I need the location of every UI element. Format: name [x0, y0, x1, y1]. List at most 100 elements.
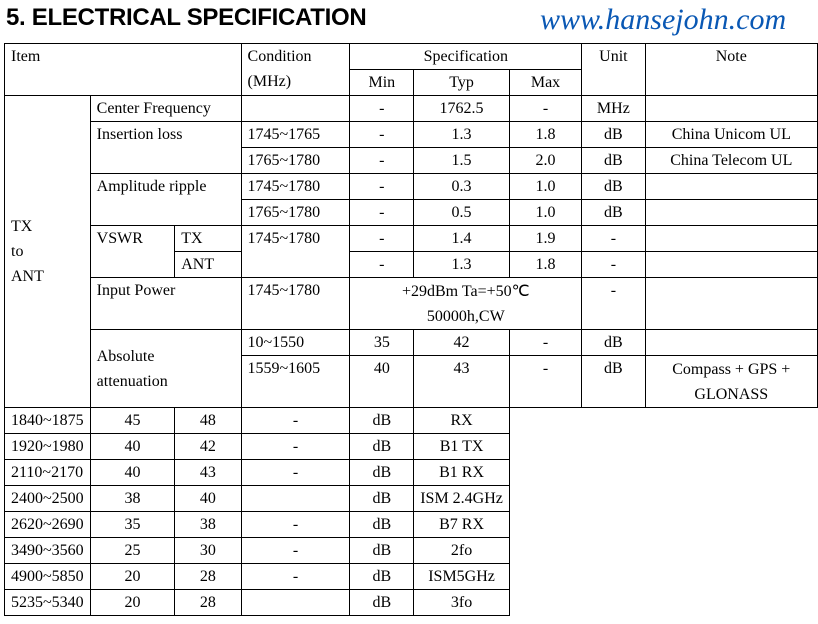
- header-condition-line1: Condition: [247, 48, 312, 65]
- condition-cell: 2620~2690: [4, 511, 91, 538]
- typ-cell: 1762.5: [413, 95, 510, 122]
- note-cell: [644, 225, 818, 252]
- note-cell: 2fo: [413, 537, 510, 564]
- note-cell: Compass + GPS + GLONASS: [644, 355, 818, 408]
- unit-cell: dB: [349, 459, 415, 486]
- table-row: 1840~1875 45 48- dB RX: [4, 407, 818, 434]
- table-row: 3490~3560 25 30- dB 2fo: [4, 537, 818, 564]
- min-cell: 40: [349, 355, 415, 408]
- spec-line: +29dBm Ta=+50℃: [401, 282, 530, 300]
- typ-cell: 0.3: [413, 173, 510, 200]
- min-cell: 40: [89, 459, 176, 486]
- table-row: 1765~1780 - 0.5 1.0 dB: [5, 199, 818, 226]
- condition-cell: 4900~5850: [4, 563, 91, 590]
- condition-cell: 1765~1780: [240, 199, 351, 226]
- min-cell: -: [349, 95, 415, 122]
- note-cell: China Telecom UL: [644, 147, 818, 174]
- note-cell: 3fo: [413, 589, 510, 616]
- min-cell: -: [349, 225, 415, 252]
- max-cell: -: [240, 511, 351, 538]
- max-cell: 2.0: [508, 147, 583, 174]
- item-label: Insertion loss: [89, 121, 242, 174]
- typ-cell: 42: [413, 329, 510, 356]
- unit-cell: dB: [349, 511, 415, 538]
- max-cell: 1.9: [508, 225, 583, 252]
- port-label: TX: [174, 225, 242, 252]
- typ-cell: 38: [174, 511, 242, 538]
- group-label: TX to ANT: [4, 95, 91, 408]
- note-cell: China Unicom UL: [644, 121, 818, 148]
- spec-line: 50000h,CW: [426, 307, 505, 325]
- typ-cell: 1.3: [413, 251, 510, 278]
- note-cell: [644, 277, 818, 330]
- item-label-line: attenuation: [96, 372, 168, 390]
- max-cell: -: [508, 329, 583, 356]
- max-cell: 1.8: [508, 121, 583, 148]
- table-row: 1559~1605 40 43 - dB Compass + GPS + GLON…: [5, 355, 818, 408]
- max-cell: -: [240, 563, 351, 590]
- unit-cell: dB: [581, 173, 646, 200]
- watermark: www.hansejohn.com: [540, 3, 787, 36]
- table-row: 2400~2500 38 40 dB ISM 2.4GHz: [4, 485, 818, 512]
- max-cell: [240, 485, 351, 512]
- condition-cell: 1745~1780: [240, 225, 351, 278]
- header-row: Min Typ Max: [5, 69, 818, 96]
- typ-cell: 1.5: [413, 147, 510, 174]
- group-label-line: TX: [11, 218, 33, 235]
- header-item: Item: [4, 43, 242, 96]
- table-row: 1765~1780 - 1.5 2.0 dB China Telecom UL: [5, 147, 818, 174]
- table-row: Absolute attenuation 10~1550 35 42 - dB: [5, 329, 818, 408]
- condition-cell: 1840~1875: [4, 407, 91, 434]
- min-cell: 35: [349, 329, 415, 356]
- max-cell: -: [240, 433, 351, 460]
- note-cell: B1 TX: [413, 433, 510, 460]
- item-label: Center Frequency: [89, 95, 242, 122]
- min-cell: 40: [89, 433, 176, 460]
- condition-cell: 1920~1980: [4, 433, 91, 460]
- condition-cell: 5235~5340: [4, 589, 91, 616]
- unit-cell: dB: [581, 199, 646, 226]
- section-title: 5. ELECTRICAL SPECIFICATION: [6, 4, 367, 31]
- unit-cell: dB: [581, 147, 646, 174]
- condition-cell: 2110~2170: [4, 459, 91, 486]
- unit-cell: MHz: [581, 95, 646, 122]
- item-label: VSWR: [89, 225, 176, 278]
- condition-cell: 2400~2500: [4, 485, 91, 512]
- typ-cell: 43: [174, 459, 242, 486]
- table-row: VSWR TX 1745~1780 - 1.4 1.9 -: [5, 225, 818, 278]
- note-cell: ISM 2.4GHz: [413, 485, 510, 512]
- group-label-line: ANT: [11, 268, 44, 285]
- note-cell: [644, 199, 818, 226]
- unit-cell: dB: [349, 485, 415, 512]
- unit-cell: -: [581, 225, 646, 252]
- spec-cell: +29dBm Ta=+50℃ 50000h,CW: [349, 277, 583, 330]
- max-cell: -: [508, 95, 583, 122]
- table-row: TX to ANT Center Frequency - 1762.5 - MHz: [4, 95, 818, 408]
- unit-cell: dB: [581, 355, 646, 408]
- table-row: 5235~5340 20 28 dB 3fo: [4, 589, 818, 616]
- item-label: Absolute attenuation: [89, 329, 242, 408]
- min-cell: 38: [89, 485, 176, 512]
- port-label: ANT: [174, 251, 242, 278]
- max-cell: [240, 589, 351, 616]
- header-max: Max: [508, 69, 583, 96]
- typ-cell: 40: [174, 485, 242, 512]
- typ-cell: 30: [174, 537, 242, 564]
- note-cell: [644, 173, 818, 200]
- table-row: 4900~5850 20 28- dB ISM5GHz: [4, 563, 818, 590]
- condition-cell: 1559~1605: [240, 355, 351, 408]
- table-row: Amplitude ripple 1745~1780 - 0.3 1.0 dB: [5, 173, 818, 226]
- header-typ: Typ: [413, 69, 510, 96]
- table-row: 2110~2170 40 43- dB B1 RX: [4, 459, 818, 486]
- min-cell: 25: [89, 537, 176, 564]
- group-label-line: to: [11, 243, 24, 260]
- max-cell: -: [240, 537, 351, 564]
- condition-cell: 1745~1780: [240, 173, 351, 200]
- note-cell: ISM5GHz: [413, 563, 510, 590]
- note-cell: [644, 95, 818, 122]
- table-row: 1920~1980 40 42- dB B1 TX: [4, 433, 818, 460]
- header-min: Min: [349, 69, 415, 96]
- typ-cell: 28: [174, 589, 242, 616]
- min-cell: -: [349, 147, 415, 174]
- unit-cell: -: [581, 251, 646, 278]
